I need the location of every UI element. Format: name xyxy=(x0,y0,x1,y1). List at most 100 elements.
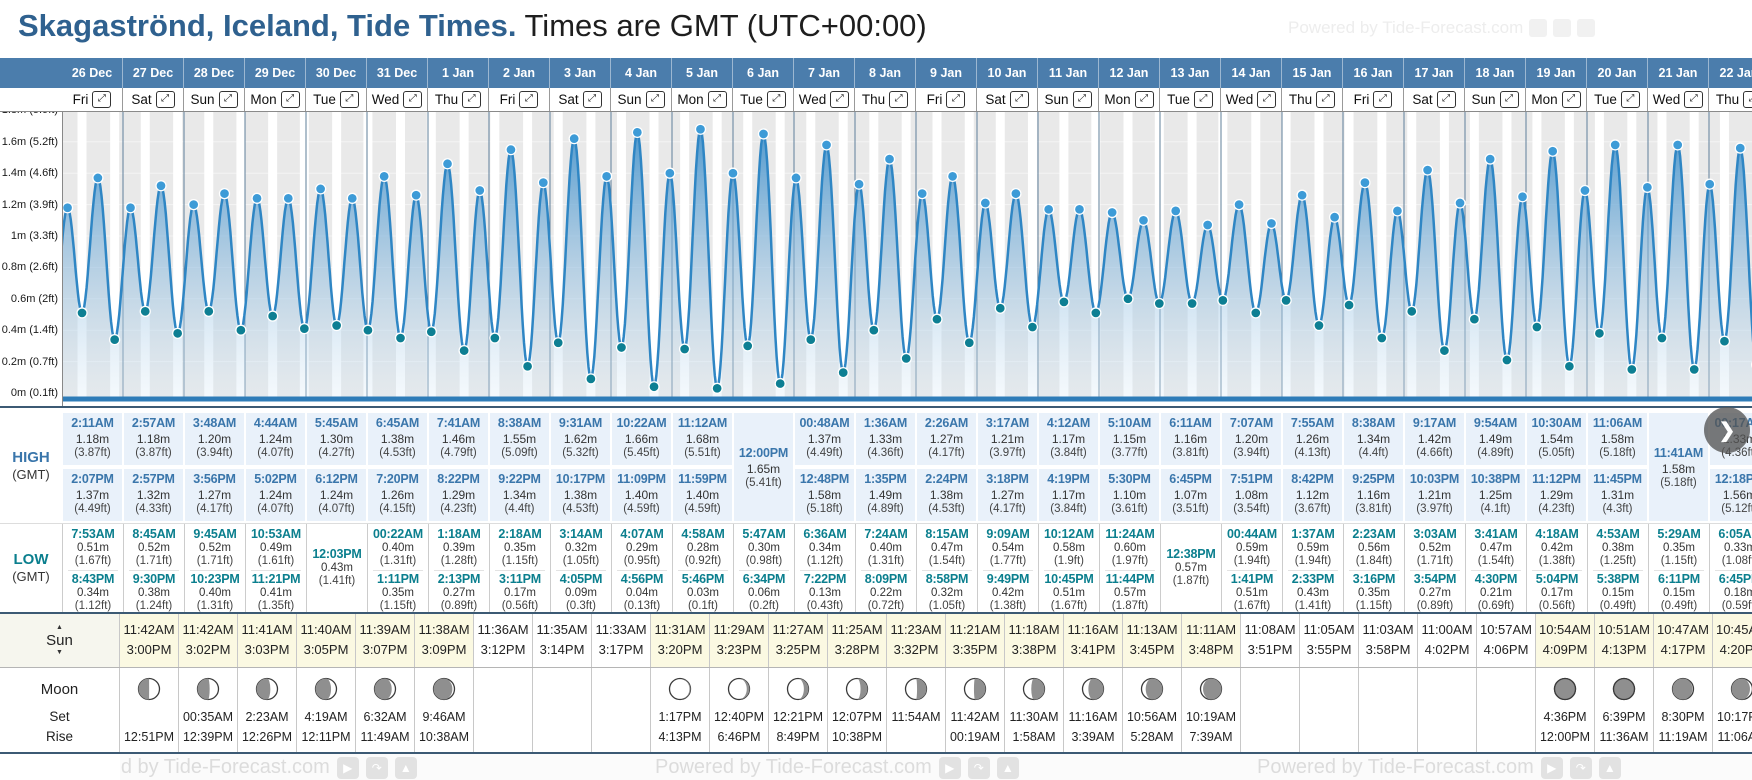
chevron-up-icon[interactable]: ▲ xyxy=(56,624,63,631)
high-tide-column: 8:38AM 1.34m (4.4ft) 9:25PM 1.16m (3.81ft) xyxy=(1344,408,1403,523)
low-tide-point xyxy=(76,307,88,319)
high-tide-point xyxy=(188,198,200,211)
low-tide-column: 3:14AM 0.32m (1.05ft) 4:05PM 0.09m (0.3ft) xyxy=(550,524,611,613)
gmt-label: (GMT) xyxy=(12,466,50,482)
high-tide-cell: 2:57PM 1.32m (4.33ft) xyxy=(124,469,183,521)
sunset-time: 3:51PM xyxy=(1247,642,1293,657)
low-tide-column: 9:09AM 0.54m (1.77ft) 9:49PM 0.42m (1.38ft) xyxy=(977,524,1038,613)
sunrise-time: 10:51AM xyxy=(1597,622,1651,637)
sunrise-time: 11:00AM xyxy=(1421,622,1473,637)
next-button[interactable]: ❯ xyxy=(1704,407,1750,453)
chevron-down-icon[interactable]: ▼ xyxy=(56,649,63,656)
sunrise-time: 10:57AM xyxy=(1479,622,1533,637)
sun-label: Sun xyxy=(46,632,73,649)
high-tide-cell: 2:26AM 1.27m (4.17ft) xyxy=(917,413,976,465)
sun-times-cell: 11:16AM 3:41PM xyxy=(1064,614,1123,667)
low-tide-point xyxy=(267,310,279,322)
expand-icon[interactable]: ⤢ xyxy=(339,91,359,108)
high-tide-point xyxy=(314,183,327,195)
low-tide-point xyxy=(615,341,628,354)
moon-column: 00:35AM 12:39PM xyxy=(179,668,238,752)
sunrise-time: 10:45AM xyxy=(1715,622,1752,637)
high-tide-cell: 8:38AM 1.55m (5.09ft) xyxy=(490,413,549,465)
low-tide-cell: 10:45PM 0.51m (1.67ft) xyxy=(1044,572,1094,612)
low-tide-point xyxy=(585,373,597,385)
y-axis-label: 1.4m (4.6ft) xyxy=(1,167,58,180)
low-tide-cell: 6:05AM0.33m(1.08ft) xyxy=(1718,527,1752,567)
expand-icon[interactable]: ⤢ xyxy=(1743,91,1752,108)
expand-icon[interactable]: ⤢ xyxy=(519,91,539,108)
expand-icon[interactable]: ⤢ xyxy=(1561,91,1581,108)
expand-icon[interactable]: ⤢ xyxy=(1620,91,1640,108)
high-tide-point xyxy=(346,192,358,204)
expand-icon[interactable]: ⤢ xyxy=(92,91,112,108)
low-tide-point xyxy=(203,305,215,318)
moonrise-value: 11:49AM xyxy=(360,730,410,744)
high-tide-point xyxy=(1704,178,1716,190)
moonrise-value: 12:26PM xyxy=(241,730,293,744)
day-cell: Fri ⤢ xyxy=(489,88,550,111)
low-tide-column: 12:38PM 0.57m (1.87ft) xyxy=(1160,524,1221,613)
expand-icon[interactable]: ⤢ xyxy=(582,91,602,108)
sunrise-time: 11:18AM xyxy=(1008,622,1060,637)
expand-icon[interactable]: ⤢ xyxy=(1436,91,1456,108)
sunset-time: 3:14PM xyxy=(539,642,585,657)
high-tide-point xyxy=(410,189,422,201)
expand-icon[interactable]: ⤢ xyxy=(1193,91,1213,108)
high-tide-cell: 5:30PM 1.10m (3.61ft) xyxy=(1100,469,1159,521)
expand-icon[interactable]: ⤢ xyxy=(218,91,238,108)
expand-icon[interactable]: ⤢ xyxy=(155,91,175,108)
expand-icon[interactable]: ⤢ xyxy=(1009,91,1029,108)
expand-icon[interactable]: ⤢ xyxy=(1499,91,1519,108)
moonset-value: 4:19AM xyxy=(304,710,348,724)
expand-icon[interactable]: ⤢ xyxy=(1072,91,1092,108)
moon-column: 10:56AM 5:28AM xyxy=(1123,668,1182,752)
low-tide-point xyxy=(139,305,151,318)
expand-icon[interactable]: ⤢ xyxy=(830,91,850,108)
day-name: Thu xyxy=(434,92,459,107)
expand-icon[interactable]: ⤢ xyxy=(766,91,786,108)
expand-icon[interactable]: ⤢ xyxy=(1316,91,1336,108)
sun-times-cell: 11:05AM 3:55PM xyxy=(1300,614,1359,667)
low-tide-cell: 11:21PM 0.41m (1.35ft) xyxy=(251,572,301,612)
sun-times-cell: 10:51AM 4:13PM xyxy=(1595,614,1654,667)
expand-icon[interactable]: ⤢ xyxy=(280,91,300,108)
low-tide-cell: 4:30PM 0.21m (0.69ft) xyxy=(1474,572,1518,612)
day-cell: Tue ⤢ xyxy=(1587,88,1648,111)
sunrise-time: 11:08AM xyxy=(1244,622,1296,637)
sunrise-time: 11:42AM xyxy=(182,622,234,637)
low-tide-point xyxy=(109,333,121,346)
low-tide-point xyxy=(171,327,184,339)
day-cell: Thu⤢ xyxy=(428,88,489,111)
high-tide-column: 3:17AM 1.21m (3.97ft) 3:18PM 1.27m (4.17ft) xyxy=(978,408,1037,523)
expand-icon[interactable]: ⤢ xyxy=(1134,91,1154,108)
sunset-time: 4:17PM xyxy=(1660,642,1706,657)
high-tide-cell: 9:17AM 1.42m (4.66ft) xyxy=(1405,413,1464,465)
expand-icon[interactable]: ⤢ xyxy=(707,91,727,108)
high-label: HIGH xyxy=(12,448,50,466)
high-tide-column: 4:44AM 1.24m (4.07ft) 5:02PM 1.24m (4.07ft) xyxy=(246,408,305,523)
high-tide-cell: 12:48PM 1.58m (5.18ft) xyxy=(795,469,854,521)
high-tide-cell: 11:12AM 1.68m (5.51ft) xyxy=(673,413,732,465)
low-tide-point xyxy=(1688,363,1700,376)
expand-icon[interactable]: ⤢ xyxy=(946,91,966,108)
day-cell: Thu⤢ xyxy=(1709,88,1752,111)
expand-icon[interactable]: ⤢ xyxy=(1684,91,1704,108)
day-cell: Tue ⤢ xyxy=(1160,88,1221,111)
date-header-cell: 27 Dec xyxy=(123,58,184,88)
expand-icon[interactable]: ⤢ xyxy=(462,91,482,108)
expand-icon[interactable]: ⤢ xyxy=(889,91,909,108)
high-tide-point xyxy=(568,133,580,145)
expand-icon[interactable]: ⤢ xyxy=(1257,91,1277,108)
expand-icon[interactable]: ⤢ xyxy=(403,91,423,108)
sun-times-cell: 11:11AM 3:48PM xyxy=(1182,614,1241,667)
high-tide-point xyxy=(600,170,613,182)
low-tide-cell: 8:58PM 0.32m (1.05ft) xyxy=(925,572,969,612)
high-tide-cell: 10:30AM 1.54m (5.05ft) xyxy=(1527,413,1586,465)
high-tide-cell: 9:54AM 1.49m (4.89ft) xyxy=(1466,413,1525,465)
expand-icon[interactable]: ⤢ xyxy=(645,91,665,108)
expand-icon[interactable]: ⤢ xyxy=(1373,91,1393,108)
day-name: Tue xyxy=(1167,92,1190,107)
moon-column xyxy=(592,668,651,752)
moon-phase-icon xyxy=(1671,677,1695,701)
